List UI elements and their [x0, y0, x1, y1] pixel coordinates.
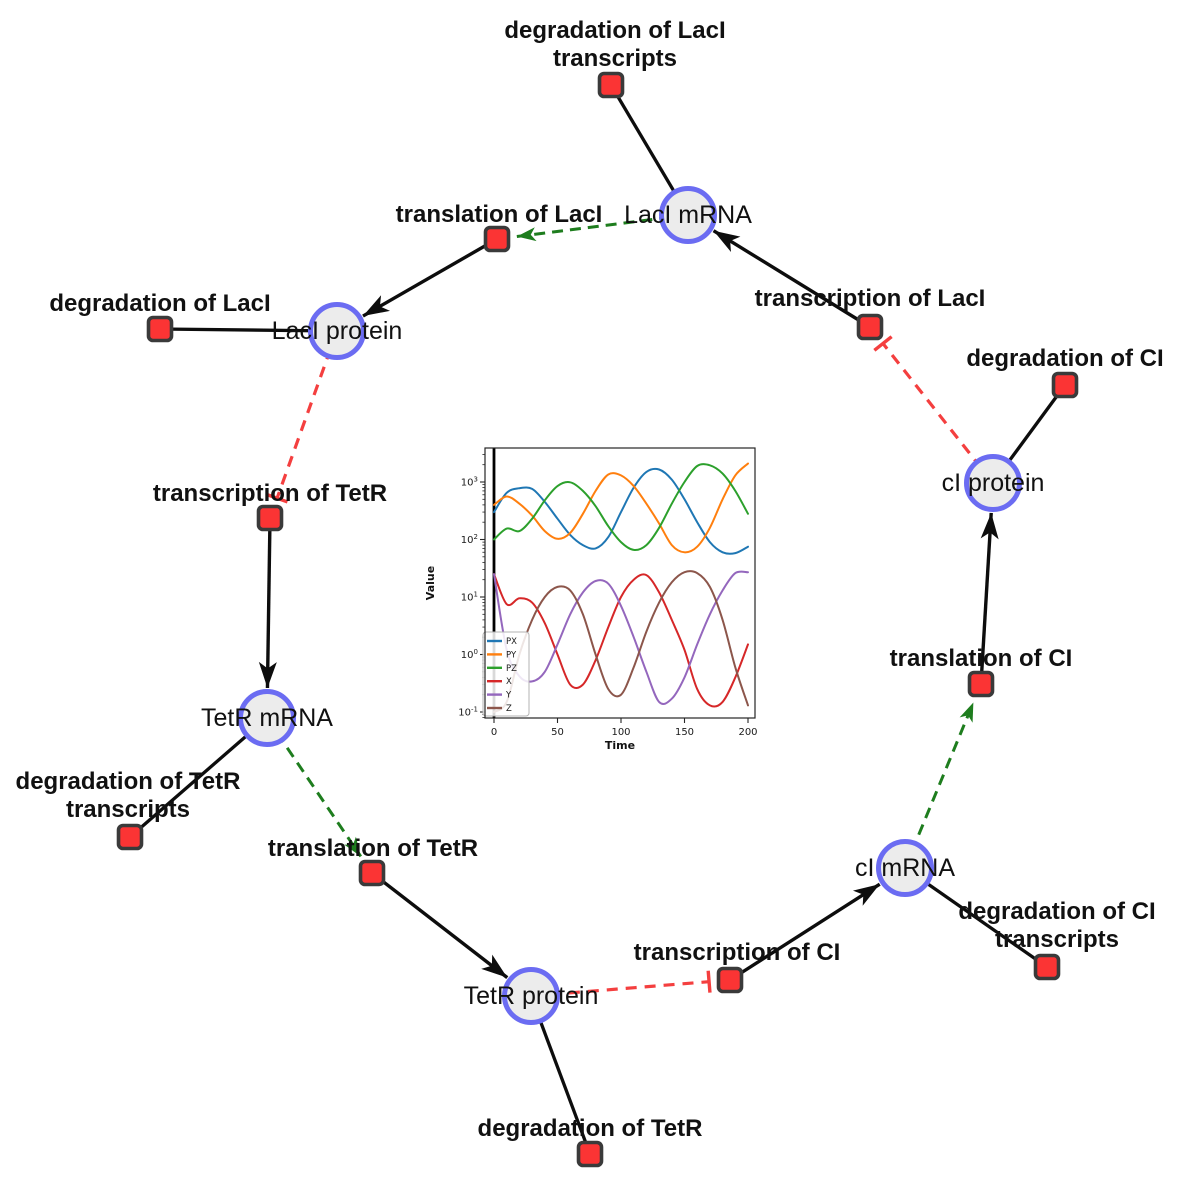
edge-consumption-tetr-mrna-deg-tetr-transcripts [128, 716, 269, 839]
reaction-label-transcription-tetr: transcription of TetR [153, 480, 387, 507]
species-label-tetr-protein: TetR protein [464, 982, 599, 1010]
y-tick-label: 101 [461, 591, 478, 604]
species-label-ci-protein: cI protein [942, 469, 1045, 497]
chart-series-group [492, 448, 749, 718]
reaction-node-translation-laci [483, 225, 511, 253]
reaction-label-deg-ci-transcripts: degradation of CI transcripts [958, 898, 1155, 953]
reaction-node-deg-ci-transcripts [1033, 953, 1061, 981]
species-label-laci-mrna: LacI mRNA [624, 201, 752, 229]
species-node-ci-mrna [876, 839, 934, 897]
series-line-Y [493, 570, 749, 705]
reaction-label-deg-laci-transcripts: degradation of LacI transcripts [504, 17, 725, 72]
legend-label-X: X [506, 677, 512, 687]
reaction-label-deg-tetr: degradation of TetR [478, 1115, 703, 1142]
series-line-X [493, 573, 749, 708]
reaction-node-deg-ci [1051, 371, 1079, 399]
y-axis-label: Value [424, 566, 437, 600]
edge-inhibition-ci-protein-transcription-laci [873, 335, 995, 484]
edge-production-translation-tetr-tetr-protein [370, 871, 509, 979]
species-node-tetr-protein [502, 967, 560, 1025]
reaction-label-transcription-laci: transcription of LacI [755, 285, 986, 312]
species-label-tetr-mrna: TetR mRNA [201, 704, 333, 732]
reaction-label-transcription-ci: transcription of CI [634, 939, 841, 966]
x-tick-label: 200 [738, 727, 757, 738]
reaction-node-deg-laci-transcripts [597, 71, 625, 99]
x-tick-label: 50 [551, 727, 564, 738]
series-line-PZ [493, 463, 749, 551]
x-tick-label: 100 [611, 727, 630, 738]
edge-production-transcription-laci-laci-mrna [712, 229, 871, 329]
legend-label-PY: PY [506, 650, 517, 660]
reaction-label-translation-laci: translation of LacI [396, 201, 603, 228]
series-line-PY [493, 462, 749, 554]
reaction-node-transcription-laci [856, 313, 884, 341]
edge-consumption-laci-protein-deg-laci [159, 327, 338, 333]
species-node-laci-mrna [659, 186, 717, 244]
reaction-label-deg-laci: degradation of LacI [49, 290, 270, 317]
edge-production-transcription-ci-ci-mrna [729, 882, 881, 982]
reaction-label-deg-ci: degradation of CI [966, 345, 1163, 372]
reaction-label-translation-tetr: translation of TetR [268, 835, 478, 862]
edge-inhibition-laci-protein-transcription-tetr [266, 330, 339, 504]
series-line-Z [493, 570, 749, 713]
legend-label-Y: Y [505, 691, 512, 701]
species-node-ci-protein [964, 454, 1022, 512]
inset-chart: 10-1 100 101 102 103 0 50 100 150 200 Time Value PX P… [423, 434, 773, 769]
labels-layer: degradation of LacI transcripts translatio… [16, 17, 1164, 1142]
reaction-label-deg-tetr-transcripts: degradation of TetR transcripts [16, 768, 241, 823]
axes-frame [484, 447, 756, 719]
reaction-node-transcription-tetr [256, 504, 284, 532]
reaction-nodes-layer [116, 71, 1079, 1168]
reaction-node-transcription-ci [716, 966, 744, 994]
edge-production-translation-ci-ci-protein [979, 512, 999, 685]
x-tick-label: 0 [491, 727, 497, 738]
reaction-node-deg-tetr [576, 1140, 604, 1168]
reaction-label-translation-ci: translation of CI [890, 645, 1073, 672]
y-tick-label: 100 [461, 648, 478, 661]
edge-production-translation-laci-laci-protein [362, 237, 498, 318]
x-tick-label: 150 [675, 727, 694, 738]
species-node-laci-protein [308, 302, 366, 360]
y-tick-label: 103 [461, 476, 478, 489]
species-nodes-layer [238, 186, 1022, 1025]
legend-label-PZ: PZ [506, 664, 517, 674]
y-tick-label: 10-1 [458, 706, 478, 719]
reaction-node-deg-tetr-transcripts [116, 823, 144, 851]
legend-label-PX: PX [506, 637, 517, 647]
reaction-node-translation-tetr [358, 859, 386, 887]
species-label-ci-mrna: cI mRNA [855, 854, 955, 882]
edge-catalysis-ci-mrna-translation-ci [903, 701, 975, 869]
reaction-node-deg-laci [146, 315, 174, 343]
edge-production-transcription-tetr-tetr-mrna [258, 517, 277, 689]
species-label-laci-protein: LacI protein [272, 317, 403, 345]
y-tick-label: 102 [461, 533, 478, 546]
legend-label-Z: Z [506, 704, 512, 714]
inset-figure-background [423, 434, 773, 769]
reaction-node-translation-ci [967, 670, 995, 698]
species-node-tetr-mrna [238, 689, 296, 747]
x-axis-label: Time [605, 739, 635, 752]
edge-inhibition-tetr-protein-transcription-ci [530, 970, 712, 998]
series-line-PX [493, 467, 749, 555]
